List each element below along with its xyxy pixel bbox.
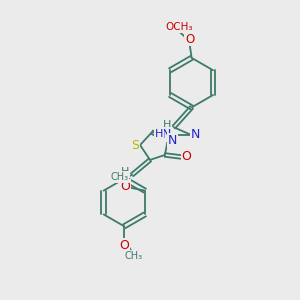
Text: OCH₃: OCH₃	[165, 22, 193, 32]
Text: H: H	[155, 129, 163, 139]
Text: N: N	[168, 134, 178, 147]
Text: N: N	[162, 128, 172, 141]
Text: O: O	[182, 150, 192, 164]
Text: O: O	[185, 32, 194, 46]
Text: CH₃: CH₃	[124, 251, 142, 261]
Text: O: O	[119, 238, 129, 252]
Text: O: O	[120, 180, 130, 193]
Text: H: H	[121, 167, 129, 177]
Text: S: S	[131, 139, 139, 152]
Text: H: H	[163, 120, 171, 130]
Text: CH₃: CH₃	[110, 172, 128, 182]
Text: N: N	[191, 128, 200, 141]
